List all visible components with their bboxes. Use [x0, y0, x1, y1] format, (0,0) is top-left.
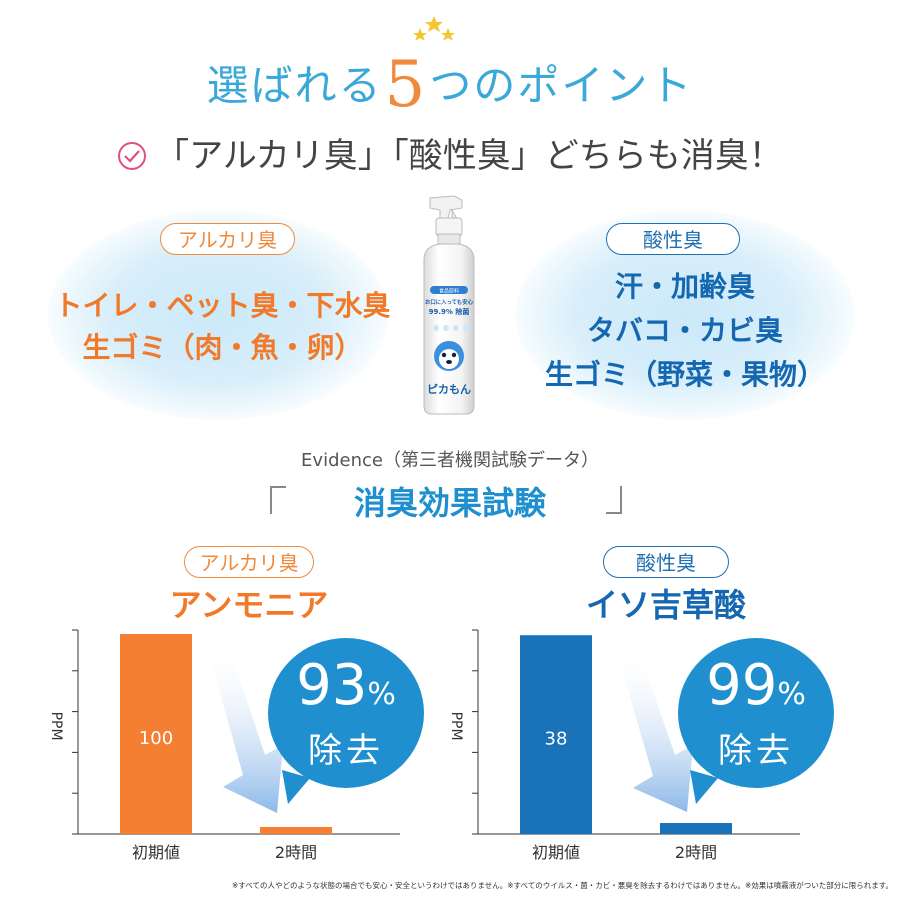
acidic-label: 酸性臭: [606, 223, 740, 255]
ammonia-bar-value-1: 100: [139, 728, 173, 749]
subtitle-text: 「アルカリ臭」「酸性臭」どちらも消臭！: [155, 136, 783, 176]
bottle-line-2: 99.9% 除菌: [429, 307, 470, 316]
left-decrease-arrow: [205, 640, 283, 813]
isovaleric-bar-value-1: 38: [545, 729, 568, 750]
alkaline-label: アルカリ臭: [160, 223, 295, 255]
left-removal-percent: 93%: [296, 653, 396, 718]
bottle-badge: 食品原料: [439, 288, 459, 295]
ammonia-chart: PPM 100 初期値 2時間: [48, 629, 400, 862]
page-title: 選ばれる5つのポイント: [0, 48, 900, 122]
title-number: 5: [384, 48, 428, 122]
alkaline-odor-list: トイレ・ペット臭・下水臭 生ゴミ（肉・魚・卵）: [50, 285, 395, 369]
left-compound: アンモニア: [169, 586, 329, 624]
ammonia-category-label: 2時間: [275, 843, 317, 862]
alkaline-line-1: トイレ・ペット臭・下水臭: [54, 289, 391, 322]
right-removal-label: 除去: [718, 731, 794, 771]
footnote: ※すべての人やどのような状態の場合でも安心・安全というわけではありません。※すべ…: [232, 881, 893, 890]
left-removal-label: 除去: [308, 731, 384, 771]
ammonia-bar-1: [120, 634, 192, 834]
right-compound: イソ吉草酸: [585, 586, 746, 624]
right-test-header: 酸性臭 イソ吉草酸: [450, 546, 900, 626]
subtitle: 「アルカリ臭」「酸性臭」どちらも消臭！: [0, 128, 900, 177]
stars-icon: [413, 16, 455, 40]
acidic-line-2: タバコ・カビ臭: [586, 314, 783, 347]
bracket-right: [606, 486, 622, 514]
right-removal-percent: 99%: [706, 653, 806, 718]
left-removal-badge: 93% 除去: [268, 638, 424, 788]
right-removal-badge: 99% 除去: [678, 638, 834, 788]
bottle-line-1: お口に入っても安心: [425, 298, 474, 306]
isovaleric-category-label: 初期値: [532, 843, 580, 862]
title-suffix: つのポイント: [429, 61, 694, 110]
acidic-odor-list: 汗・加齢臭 タバコ・カビ臭 生ゴミ（野菜・果物）: [520, 265, 850, 397]
acidic-line-3: 生ゴミ（野菜・果物）: [544, 358, 825, 391]
isovaleric-y-label: PPM: [448, 712, 464, 741]
right-badge-tail: [690, 770, 718, 804]
alkaline-line-2: 生ゴミ（肉・魚・卵）: [82, 331, 363, 364]
ammonia-y-label: PPM: [48, 712, 64, 741]
evidence-label: Evidence（第三者機関試験データ）: [301, 450, 599, 471]
bottle-name: ピカもん: [427, 383, 471, 396]
bracket-left: [270, 486, 286, 514]
isovaleric-acid-chart: PPM 38 初期値 2時間: [448, 629, 800, 862]
isovaleric-category-label: 2時間: [675, 843, 717, 862]
test-title: 消臭効果試験: [353, 484, 546, 522]
check-circle-icon: [118, 142, 147, 170]
ammonia-category-label: 初期値: [132, 843, 180, 862]
left-category-pill: アルカリ臭: [184, 546, 314, 578]
spray-bottle-image: 食品原料 お口に入っても安心 99.9% 除菌 ピカもん: [423, 195, 475, 415]
title-prefix: 選ばれる: [206, 61, 383, 110]
ammonia-bar-2: [260, 827, 332, 834]
right-category-pill: 酸性臭: [603, 546, 729, 578]
left-test-header: アルカリ臭 アンモニア: [0, 546, 450, 626]
right-decrease-arrow: [615, 645, 693, 812]
left-badge-tail: [282, 770, 310, 804]
isovaleric-bar-1: [520, 635, 592, 834]
isovaleric-bar-2: [660, 823, 732, 834]
acidic-line-1: 汗・加齢臭: [614, 270, 755, 303]
